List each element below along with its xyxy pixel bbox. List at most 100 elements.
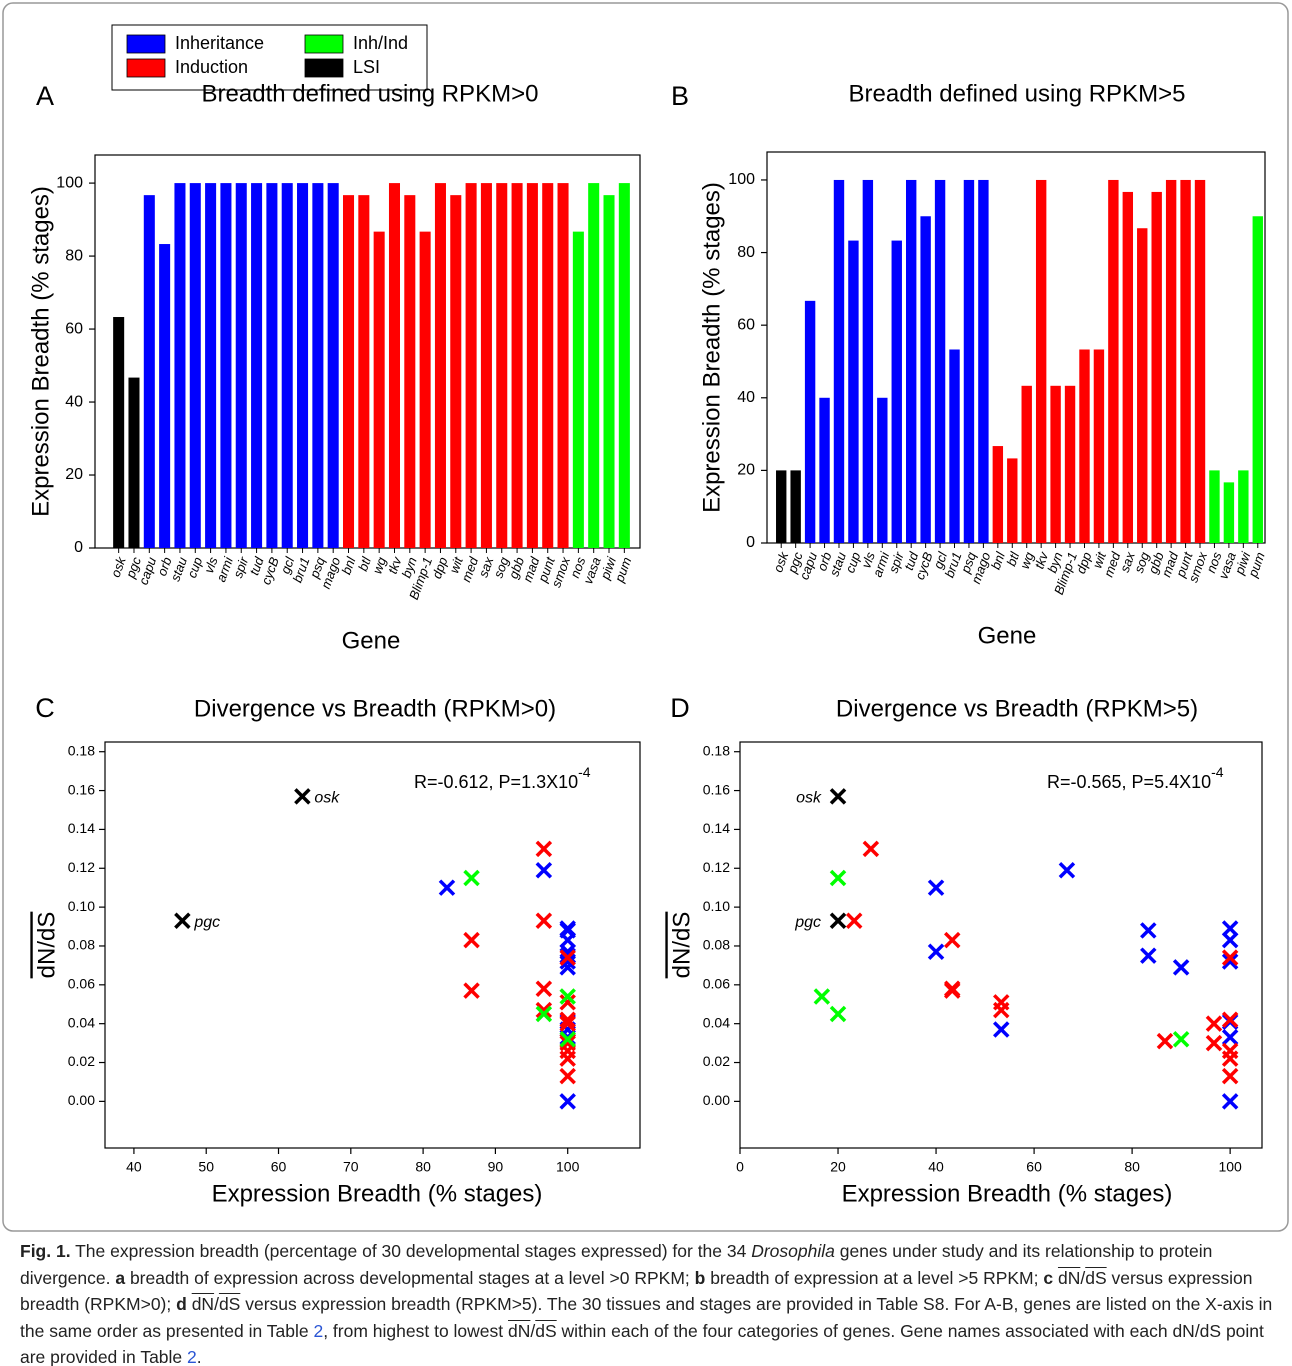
- bar: [603, 195, 615, 548]
- bar: [949, 349, 960, 543]
- caption-part: a: [115, 1267, 126, 1288]
- plot-frame: [739, 741, 1263, 1149]
- y-tick-label: 40: [737, 389, 755, 406]
- y-tick-label: 80: [65, 247, 83, 264]
- caption-part[interactable]: 2: [313, 1320, 324, 1341]
- y-tick-label: 60: [65, 320, 83, 337]
- y-tick-label: 0.08: [68, 937, 95, 953]
- point: [535, 980, 553, 997]
- point-stroke: [463, 982, 480, 999]
- point-stroke: [1221, 1011, 1239, 1029]
- x-tick-label: 100: [556, 1159, 580, 1175]
- point-stroke: [535, 912, 553, 929]
- bar: [1252, 216, 1263, 544]
- bar: [113, 317, 125, 548]
- bar: [1165, 179, 1177, 543]
- legend-swatch: [126, 34, 166, 54]
- y-tick-label: 80: [737, 244, 755, 261]
- bar: [373, 231, 385, 549]
- plot-frame: [104, 741, 641, 1149]
- y-tick-label: 0.18: [703, 742, 730, 758]
- x-tick-label: spir: [230, 554, 251, 579]
- panel-letter: B: [671, 81, 689, 111]
- bar: [143, 195, 155, 548]
- x-tick-label: gbb: [506, 555, 528, 581]
- x-tick-label: osk: [770, 549, 792, 575]
- point: [559, 1015, 576, 1032]
- point: [829, 1005, 847, 1023]
- point-stroke: [927, 879, 945, 896]
- point: [535, 912, 553, 929]
- x-tick-label: dpp: [1073, 550, 1095, 576]
- point-stroke: [1156, 1032, 1174, 1050]
- x-tick-label: 40: [126, 1159, 142, 1175]
- chart-title: Breadth defined using RPKM>5: [849, 80, 1186, 107]
- caption-part: c: [1043, 1267, 1054, 1288]
- bar: [934, 179, 946, 543]
- chart-title: Divergence vs Breadth (RPKM>0): [194, 695, 556, 722]
- point-stroke: [829, 912, 847, 929]
- y-tick-label: 0.14: [68, 820, 95, 836]
- x-tick-label: 100: [1218, 1159, 1242, 1175]
- bar: [877, 397, 888, 543]
- point-stroke: [1140, 922, 1157, 939]
- bar: [1223, 482, 1235, 543]
- caption-part: The expression breadth (percentage of 30…: [70, 1241, 752, 1261]
- point-label: osk: [314, 790, 340, 807]
- point-stroke: [463, 931, 480, 949]
- x-tick-label: wit: [1089, 549, 1109, 570]
- x-tick-label: tkv: [385, 554, 405, 576]
- y-tick-label: 0: [74, 539, 83, 556]
- bar: [557, 183, 569, 549]
- caption-part: Drosophila: [751, 1241, 835, 1261]
- y-tick-label: 20: [65, 466, 83, 483]
- point-stroke: [559, 1030, 576, 1048]
- point: [1221, 1067, 1239, 1085]
- point-stroke: [535, 1005, 553, 1023]
- y-tick-label: 100: [728, 171, 755, 188]
- caption-part: , from highest to lowest: [323, 1320, 509, 1341]
- bar: [542, 183, 554, 549]
- point-stroke: [559, 1015, 576, 1032]
- point-stroke: [559, 988, 576, 1005]
- x-tick-label: 40: [928, 1159, 944, 1175]
- x-tick-label: 0: [736, 1159, 744, 1175]
- point: [1221, 1029, 1239, 1046]
- bar: [388, 183, 401, 549]
- annotation-text: R=-0.612, P=1.3X10: [414, 772, 578, 792]
- point-stroke: [559, 949, 576, 966]
- point-stroke: [829, 869, 847, 887]
- point: [559, 994, 576, 1011]
- x-tick-label: sog: [1131, 549, 1153, 575]
- point: [829, 869, 847, 887]
- point: [993, 1001, 1010, 1019]
- bar: [1050, 385, 1061, 543]
- caption-part: dN: [1057, 1267, 1081, 1288]
- bar: [526, 183, 538, 549]
- point: [927, 879, 945, 896]
- bar: [312, 183, 324, 549]
- y-tick-label: 0.10: [68, 898, 95, 914]
- y-tick-label: 0.10: [703, 898, 730, 914]
- point: [927, 943, 945, 961]
- bar: [588, 183, 600, 549]
- caption-part: b: [694, 1267, 706, 1288]
- x-tick-label: wg: [369, 554, 389, 575]
- x-tick-label: wit: [446, 554, 466, 575]
- point-stroke: [1221, 931, 1239, 949]
- x-tick-label: wg: [1017, 549, 1037, 570]
- caption-part[interactable]: 2: [187, 1347, 197, 1366]
- caption-part: dS: [218, 1294, 241, 1314]
- point-stroke: [1172, 959, 1190, 976]
- figure-border: [2, 2, 1289, 1232]
- point-stroke: [1205, 1034, 1223, 1052]
- y-tick-label: 0.02: [68, 1053, 95, 1069]
- x-axis-label: Expression Breadth (% stages): [842, 1180, 1173, 1207]
- point: [1221, 1011, 1239, 1029]
- point: [1221, 931, 1239, 949]
- x-tick-label: pgc: [784, 550, 806, 576]
- bar: [1238, 470, 1249, 543]
- point: [535, 840, 553, 858]
- point-stroke: [559, 1011, 576, 1029]
